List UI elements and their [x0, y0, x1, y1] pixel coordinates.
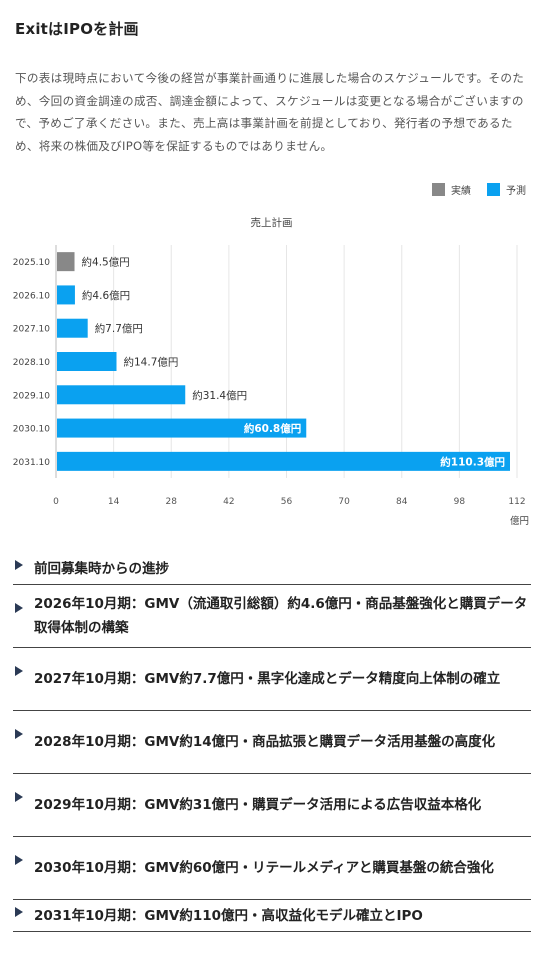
data-label: 約110.3億円: [440, 455, 505, 468]
triangle-bullet-icon: [15, 855, 23, 865]
x-tick-label: 56: [281, 497, 293, 507]
milestone-text: 2026年10月期：GMV（流通取引総額）約4.6億円・商品基盤強化と購買データ…: [34, 596, 528, 636]
data-label: 約7.7億円: [95, 322, 143, 335]
milestone-text: 前回募集時からの進捗: [34, 560, 169, 577]
bar: [57, 451, 511, 471]
legend-item-actual[interactable]: 実績: [432, 182, 471, 197]
milestone-text: 2031年10月期：GMV約110億円・高収益化モデル確立とIPO: [34, 907, 423, 924]
milestone-text: 2029年10月期：GMV約31億円・購買データ活用による広告収益本格化: [34, 797, 482, 813]
triangle-bullet-icon: [15, 603, 23, 613]
y-tick-label: 2030.10: [13, 425, 50, 435]
triangle-bullet-icon: [15, 729, 23, 739]
triangle-bullet-icon: [15, 907, 23, 917]
milestone-item[interactable]: 2031年10月期：GMV約110億円・高収益化モデル確立とIPO: [13, 900, 531, 932]
bar: [57, 385, 186, 405]
y-tick-label: 2027.10: [13, 325, 50, 335]
bar: [57, 352, 117, 371]
legend-swatch-forecast: [487, 183, 500, 196]
milestone-item[interactable]: 2028年10月期：GMV約14億円・商品拡張と購買データ活用基盤の高度化: [13, 711, 531, 774]
milestone-item[interactable]: 2027年10月期：GMV約7.7億円・黒字化達成とデータ精度向上体制の確立: [13, 648, 531, 711]
milestone-item[interactable]: 2029年10月期：GMV約31億円・購買データ活用による広告収益本格化: [13, 774, 531, 837]
milestone-list: 前回募集時からの進捗 2026年10月期：GMV（流通取引総額）約4.6億円・商品…: [13, 553, 531, 932]
milestone-text: 2027年10月期：GMV約7.7億円・黒字化達成とデータ精度向上体制の確立: [34, 671, 501, 687]
x-tick-label: 98: [454, 497, 466, 507]
y-tick-label: 2028.10: [13, 358, 50, 368]
y-tick-label: 2029.10: [13, 391, 50, 401]
triangle-bullet-icon: [15, 792, 23, 802]
data-label: 約4.6億円: [82, 289, 130, 302]
milestone-text: 2030年10月期：GMV約60億円・リテールメディアと購買基盤の統合強化: [34, 860, 494, 876]
x-axis-label: 億円: [510, 515, 529, 527]
data-label: 約4.5億円: [82, 256, 130, 269]
bar: [57, 418, 307, 438]
legend-item-forecast[interactable]: 予測: [487, 182, 526, 197]
data-label: 約31.4億円: [192, 389, 247, 402]
milestone-item[interactable]: 2030年10月期：GMV約60億円・リテールメディアと購買基盤の統合強化: [13, 837, 531, 900]
x-tick-label: 0: [53, 497, 59, 507]
x-tick-label: 28: [166, 497, 178, 507]
y-tick-label: 2026.10: [13, 291, 50, 301]
x-tick-label: 42: [223, 497, 234, 507]
triangle-bullet-icon: [15, 560, 23, 570]
revenue-bar-chart: 売上計画 0 14 28 42 56 70 84 98 112 億円 2025.10 約4.5億円 202…: [13, 216, 529, 527]
section-description: 下の表は現時点において今後の経営が事業計画通りに進展した場合のスケジュールです。…: [15, 71, 525, 153]
bar: [57, 285, 75, 305]
x-tick-label: 70: [338, 497, 350, 507]
x-tick-label: 84: [396, 497, 408, 507]
triangle-bullet-icon: [15, 666, 23, 676]
section-title: ExitはIPOを計画: [15, 20, 139, 38]
y-tick-label: 2025.10: [13, 258, 50, 268]
legend-swatch-actual: [432, 183, 445, 196]
legend-label-actual: 実績: [451, 186, 471, 197]
milestone-item[interactable]: 前回募集時からの進捗: [13, 553, 531, 585]
x-tick-label: 112: [508, 497, 525, 507]
bar: [57, 318, 88, 338]
milestone-item[interactable]: 2026年10月期：GMV（流通取引総額）約4.6億円・商品基盤強化と購買データ…: [13, 585, 531, 648]
legend-label-forecast: 予測: [506, 186, 526, 197]
x-tick-label: 14: [108, 497, 120, 507]
data-label: 約14.7億円: [124, 356, 179, 369]
bar: [57, 252, 75, 272]
y-tick-label: 2031.10: [13, 458, 50, 468]
data-label: 約60.8億円: [244, 422, 301, 435]
chart-legend: 実績 予測: [432, 182, 526, 197]
milestone-text: 2028年10月期：GMV約14億円・商品拡張と購買データ活用基盤の高度化: [34, 734, 496, 750]
chart-title: 売上計画: [251, 216, 293, 229]
